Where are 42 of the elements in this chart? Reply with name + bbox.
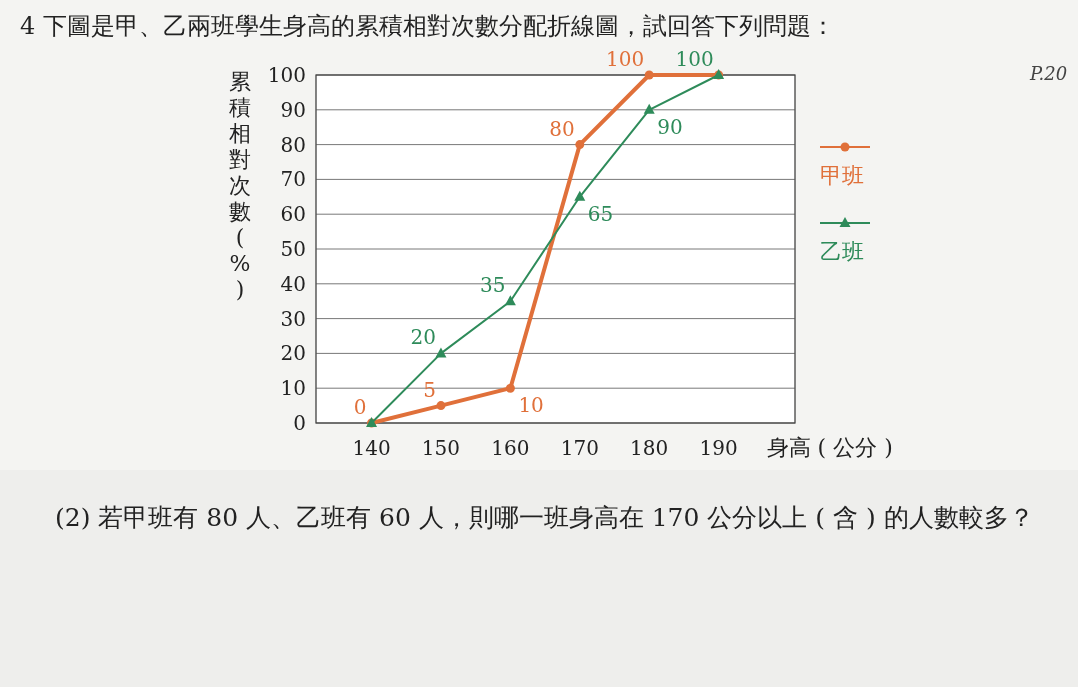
data-label: 100	[606, 47, 645, 71]
chart-title: 4 下圖是甲、乙兩班學生身高的累積相對次數分配折線圖，試回答下列問題：	[20, 12, 835, 40]
data-label: 80	[549, 116, 575, 141]
point	[435, 347, 447, 358]
point	[644, 70, 654, 80]
y-tick-label: 80	[280, 132, 306, 157]
point	[575, 140, 585, 150]
data-label: 10	[518, 393, 544, 418]
data-label: 5	[423, 377, 436, 402]
data-label: 20	[410, 325, 436, 350]
x-tick-label: 190	[699, 436, 738, 460]
x-tick-label: 160	[491, 436, 530, 460]
data-label: 100	[675, 47, 714, 71]
text: (2) 若甲班有 80 人、乙班有 60 人，則哪一班身高在 170 公分以上 ( 含 ) 的人數較多？	[55, 502, 1035, 534]
y-tick-label: 20	[280, 341, 306, 366]
x-tick-label: 150	[421, 436, 461, 460]
data-label: 35	[479, 273, 506, 298]
y-tick-label: 60	[280, 202, 306, 227]
legend-label: 乙班	[820, 239, 864, 264]
y-tick-label: 0	[293, 411, 306, 435]
text: P.20	[1029, 63, 1068, 84]
point	[436, 401, 446, 411]
point	[505, 383, 515, 393]
y-tick-label: 90	[280, 97, 306, 122]
point	[574, 190, 586, 201]
data-label: 0	[353, 395, 367, 419]
text: 累積相對次數 (%)	[229, 69, 251, 302]
y-tick-label: 40	[280, 271, 306, 296]
y-tick-label: 50	[280, 237, 306, 261]
x-tick-label: 180	[630, 436, 669, 460]
y-tick-label: 30	[280, 306, 306, 331]
x-axis-title: 身高 ( 公分 )	[766, 435, 893, 460]
x-tick-label: 140	[352, 436, 391, 460]
data-label: 65	[587, 201, 614, 226]
x-tick-label: 170	[560, 436, 599, 460]
data-label: 90	[657, 114, 683, 139]
point	[643, 103, 655, 114]
y-tick-label: 70	[280, 167, 306, 192]
y-tick-label: 100	[267, 63, 306, 87]
y-tick-label: 10	[280, 376, 306, 401]
point	[504, 295, 516, 306]
legend-label: 甲班	[820, 163, 864, 188]
